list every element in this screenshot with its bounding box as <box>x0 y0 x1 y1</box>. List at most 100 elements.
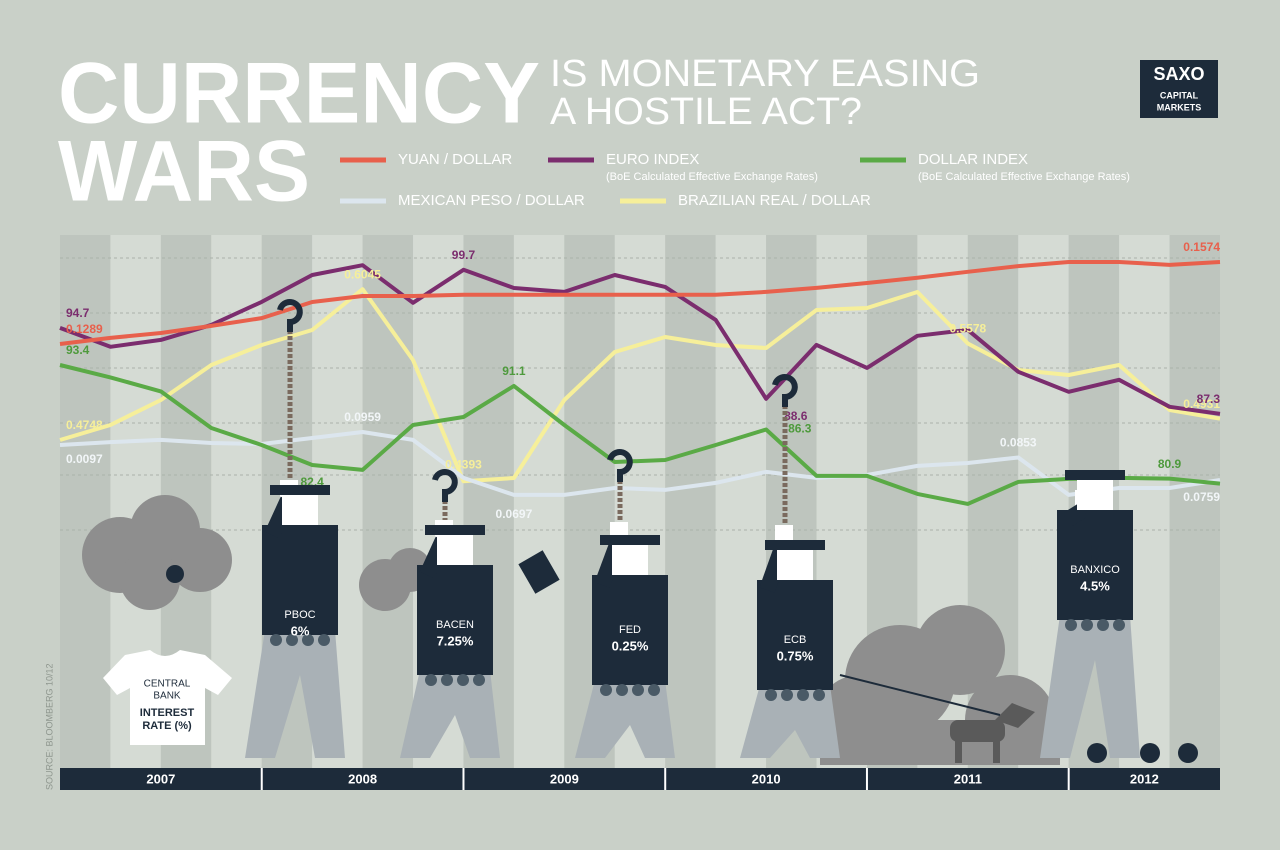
grenade <box>1065 619 1077 631</box>
x-tick-label: 2011 <box>954 771 982 786</box>
dog-leg <box>993 738 1000 763</box>
grenade <box>1113 619 1125 631</box>
year-bar-bg <box>60 768 1220 790</box>
data-label: 0.1574 <box>1183 240 1220 254</box>
hook <box>432 469 458 502</box>
grenade <box>1097 619 1109 631</box>
smoke <box>120 550 180 610</box>
annotation: 0.0097 <box>66 452 103 466</box>
grenade <box>765 689 777 701</box>
data-label: 0.4931 <box>1183 397 1220 411</box>
grenade <box>600 684 612 696</box>
stripe <box>513 235 565 768</box>
hook <box>772 374 798 407</box>
data-label: 99.7 <box>452 248 476 262</box>
bomb <box>1178 743 1198 763</box>
smoke <box>168 528 232 592</box>
grenade <box>813 689 825 701</box>
subtitle: A HOSTILE ACT? <box>550 91 862 133</box>
logo-text: CAPITAL <box>1160 90 1199 100</box>
data-label: 86.3 <box>788 422 812 436</box>
t-shirt: CENTRAL BANK INTEREST RATE (%) <box>103 650 232 745</box>
smoke <box>82 495 1060 765</box>
hook <box>277 299 303 332</box>
body <box>417 565 493 675</box>
bank-rate: 0.75% <box>777 648 814 663</box>
bank-name: ECB <box>784 634 807 646</box>
legend-label: DOLLAR INDEX <box>918 151 1028 168</box>
body <box>1057 510 1133 620</box>
data-label: 88.6 <box>784 409 808 423</box>
x-tick-label: 2008 <box>348 771 377 786</box>
data-label: 94.7 <box>66 306 90 320</box>
data-label: 80.9 <box>1158 457 1182 471</box>
grenade <box>473 674 485 686</box>
hat <box>765 540 825 550</box>
series-line <box>59 363 1221 506</box>
grenade <box>318 634 330 646</box>
data-label: 0.4748 <box>66 418 103 432</box>
source: SOURCE: BLOOMBERG 10/12 <box>44 663 54 790</box>
grenade <box>1081 619 1093 631</box>
data-label: 91.1 <box>502 364 526 378</box>
bank-rate: 7.25% <box>437 633 474 648</box>
dog-head <box>995 703 1035 728</box>
x-tick-label: 2007 <box>146 771 175 786</box>
data-label: 0.4393 <box>445 457 482 471</box>
legs <box>740 685 840 758</box>
bank-name: BACEN <box>436 619 474 631</box>
subtitle: IS MONETARY EASING <box>550 53 980 95</box>
smoke <box>820 720 1060 765</box>
face <box>777 548 813 580</box>
t-shirt-shape <box>103 650 232 745</box>
grenade <box>441 674 453 686</box>
figures: CENTRAL BANK INTEREST RATE (%) PBOC 6% BAC… <box>82 299 1198 765</box>
shirt-text: RATE (%) <box>142 720 192 732</box>
x-tick-label: 2010 <box>752 771 781 786</box>
bomb <box>1140 743 1160 763</box>
grenade <box>781 689 793 701</box>
series-line <box>59 263 1221 416</box>
data-label: 87.3 <box>1197 392 1221 406</box>
series-line <box>59 287 1221 484</box>
logo: SAXO CAPITAL MARKETS <box>1140 60 1218 118</box>
face <box>282 493 318 525</box>
title: CURRENCY <box>58 46 540 142</box>
legend-label: BRAZILIAN REAL / DOLLAR <box>678 192 871 209</box>
lines <box>59 260 1221 506</box>
arm <box>1062 503 1088 527</box>
smoke <box>915 605 1005 695</box>
grenade <box>270 634 282 646</box>
hat <box>1065 470 1125 480</box>
bank-rate: 0.25% <box>612 638 649 653</box>
logo-text: SAXO <box>1153 64 1204 84</box>
bomb <box>1087 743 1107 763</box>
series-line <box>59 260 1221 346</box>
dog <box>839 674 1035 763</box>
legs <box>1040 615 1140 758</box>
body <box>592 575 668 685</box>
shirt-text: CENTRAL <box>144 679 191 690</box>
face <box>1077 478 1113 510</box>
stripe <box>60 235 111 768</box>
legs <box>400 670 500 758</box>
bank-name: FED <box>619 624 641 636</box>
data-label: 0.6045 <box>344 267 381 281</box>
logo-box <box>1140 60 1218 118</box>
stripe <box>665 235 716 768</box>
year-bar: 2007 2008 2009 2010 2011 2012 <box>60 768 1220 790</box>
data-label: 93.4 <box>66 343 90 357</box>
hat <box>600 535 660 545</box>
grid <box>60 257 1220 531</box>
body <box>757 580 833 690</box>
hat <box>270 485 330 495</box>
grenade <box>425 674 437 686</box>
data-label: 0.0959 <box>344 410 381 424</box>
body <box>262 525 338 635</box>
leash <box>839 674 1001 716</box>
shirt-text: BANK <box>153 691 181 702</box>
shirt-text: INTEREST <box>140 707 195 719</box>
data-label: 0.0697 <box>496 507 533 521</box>
legs <box>245 630 345 758</box>
